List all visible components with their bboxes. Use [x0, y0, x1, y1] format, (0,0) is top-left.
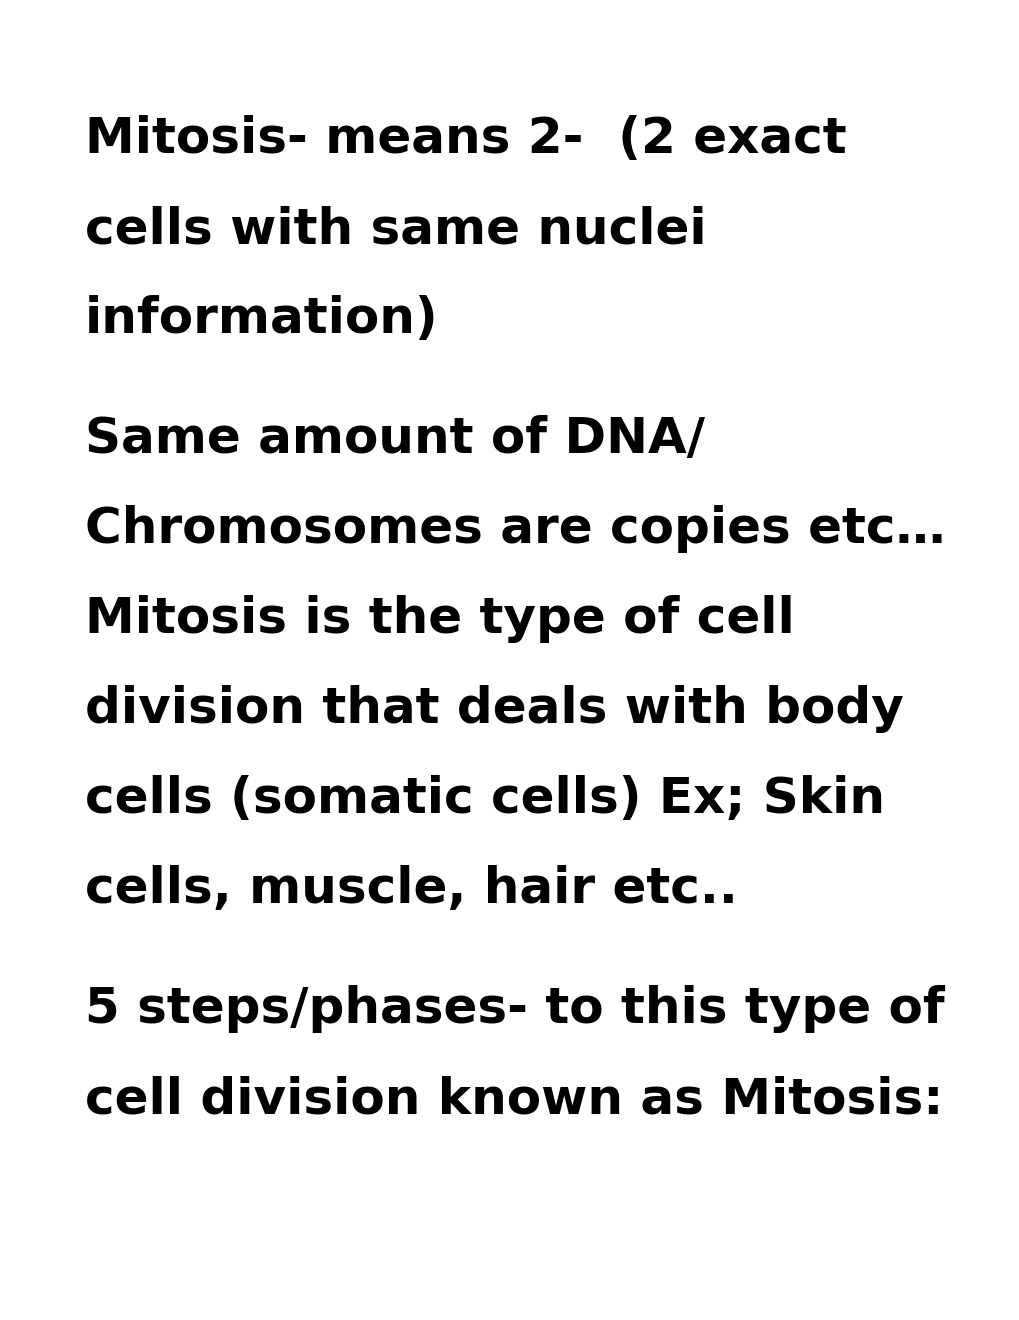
Text: information): information): [85, 294, 438, 343]
Text: Same amount of DNA/: Same amount of DNA/: [85, 414, 704, 463]
Text: cells with same nuclei: cells with same nuclei: [85, 205, 706, 253]
Text: cells (somatic cells) Ex; Skin: cells (somatic cells) Ex; Skin: [85, 775, 884, 822]
Text: 5 steps/phases- to this type of: 5 steps/phases- to this type of: [85, 985, 944, 1034]
Text: Mitosis- means 2-  (2 exact: Mitosis- means 2- (2 exact: [85, 115, 846, 162]
Text: division that deals with body: division that deals with body: [85, 685, 903, 733]
Text: Mitosis is the type of cell: Mitosis is the type of cell: [85, 595, 794, 643]
Text: Chromosomes are copies etc…: Chromosomes are copies etc…: [85, 506, 945, 553]
Text: cells, muscle, hair etc..: cells, muscle, hair etc..: [85, 865, 737, 913]
Text: cell division known as Mitosis:: cell division known as Mitosis:: [85, 1074, 943, 1123]
